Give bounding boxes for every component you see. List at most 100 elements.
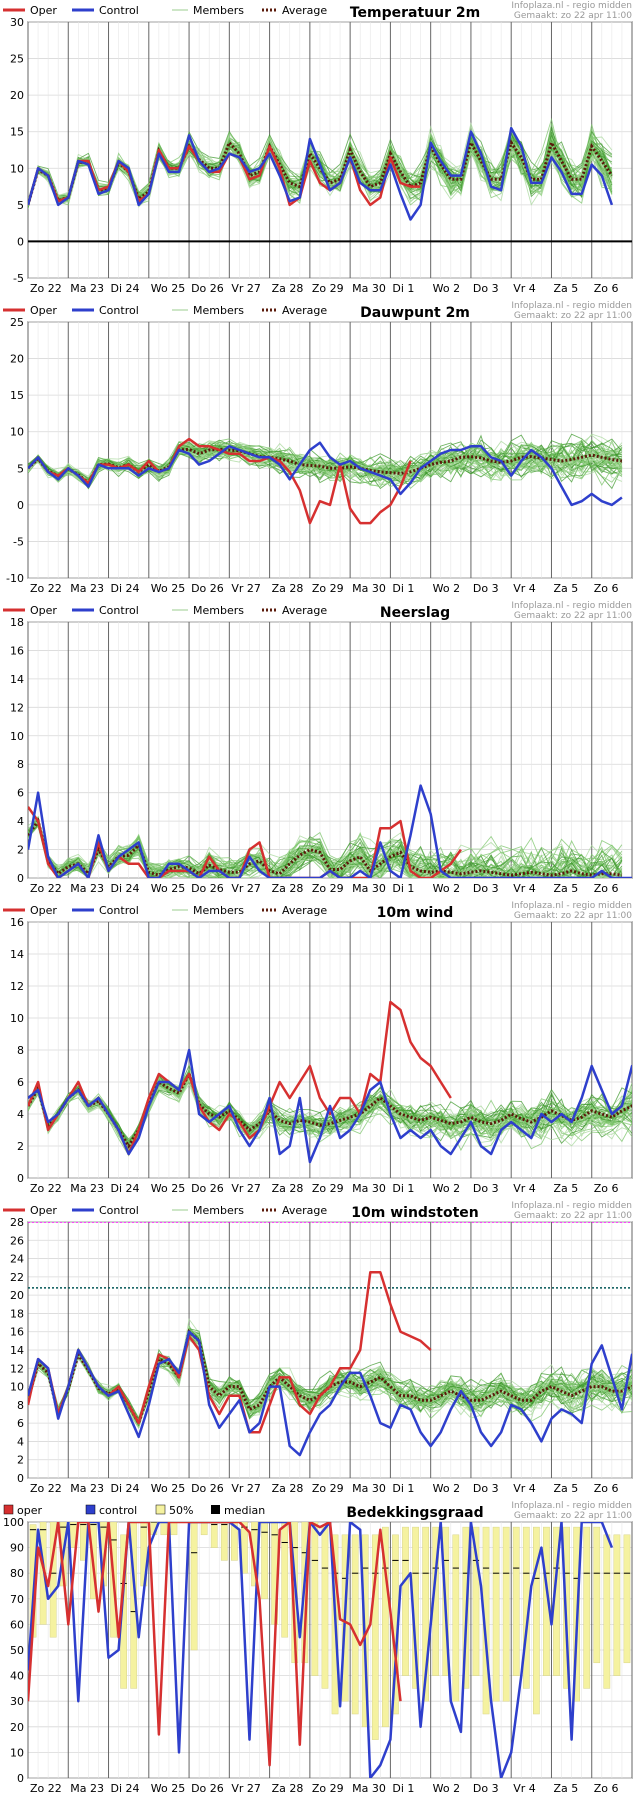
x-tick-label: Za 28 [272,1482,304,1495]
band-bar [281,1522,289,1638]
panel-title: 10m windstoten [351,1205,478,1221]
y-tick-label: 0 [17,235,24,248]
x-tick-label: Zo 6 [594,282,619,295]
plot-layer [28,1222,632,1457]
y-tick-label: 16 [10,916,24,929]
member-line [28,1072,632,1144]
x-tick-label: Zo 22 [30,1782,62,1795]
x-tick-label: Do 26 [191,582,224,595]
legend-label-oper: Oper [30,304,57,317]
x-tick-label: Wo 2 [433,1782,460,1795]
y-tick-label: 10 [10,730,24,743]
band-bar [371,1534,379,1740]
panel-title: Neerslag [380,605,450,621]
x-tick-label: Ma 23 [70,882,104,895]
y-tick-label: 20 [10,89,24,102]
x-tick-label: Ma 30 [352,1182,386,1195]
source-label: Infoplaza.nl - regio midden [511,1201,632,1211]
band-bar [261,1522,268,1600]
panel-4: 0 2 4 6 8 10 12 14 16 Zo 22 Ma 23 Di 24 Wo 25 Do 26 Vr… [3,901,633,1195]
band-bar [512,1526,520,1676]
x-tick-label: Wo 2 [433,1482,460,1495]
panel-2: -10 -5 0 5 10 15 20 25 Zo 22 Ma 23 Di 24 Wo 25 Do 26… [3,301,633,595]
x-tick-label: Di 24 [111,282,140,295]
band-bar [502,1526,510,1702]
y-tick-label: 5 [17,199,24,212]
legend-label-band: 50% [169,1504,193,1517]
plot-layer [28,1522,631,1778]
band-bar [452,1534,460,1702]
legend-label-average: Average [282,304,327,317]
legend-label-oper: Oper [30,904,57,917]
x-tick-label: Wo 25 [151,582,185,595]
panel-title: Dauwpunt 2m [360,305,470,321]
y-tick-label: 5 [17,462,24,475]
x-tick-label: Di 1 [392,1182,414,1195]
x-tick-label: Zo 29 [312,1782,344,1795]
series-oper [28,806,462,878]
y-tick-label: 25 [10,316,24,329]
y-tick-label: -5 [13,272,24,285]
x-tick-label: Zo 6 [594,1782,619,1795]
series-control [28,126,614,221]
band-bar [613,1534,621,1676]
plot-layer [28,784,632,878]
y-tick-label: 2 [17,1454,24,1467]
legend-label-median: median [224,1504,265,1517]
y-tick-label: 20 [10,1721,24,1734]
x-tick-label: Vr 4 [513,1782,536,1795]
source-label: Infoplaza.nl - regio midden [511,301,632,311]
x-tick-label: Ma 30 [352,582,386,595]
x-tick-label: Do 3 [473,1182,499,1195]
legend-label-members: Members [193,904,244,917]
y-tick-label: 70 [10,1593,24,1606]
x-tick-label: Zo 22 [30,1482,62,1495]
series-oper [28,1522,402,1767]
panel-1: -5 0 5 10 15 20 25 30 Zo 22 Ma 23 Di 24 Wo 25 Do 26 V… [3,1,633,295]
x-tick-label: Do 26 [191,282,224,295]
legend-label-control: Control [99,1204,139,1217]
x-tick-label: Zo 22 [30,582,62,595]
plot-layer [28,1000,632,1164]
x-tick-label: Za 28 [272,882,304,895]
y-tick-label: 2 [17,1140,24,1153]
x-tick-label: Vr 27 [231,282,261,295]
x-tick-label: Wo 2 [433,282,460,295]
x-tick-label: Za 5 [553,882,578,895]
x-tick-label: Za 28 [272,1782,304,1795]
legend: Oper Control Members Average [3,1204,327,1217]
legend-label-members: Members [193,4,244,17]
band-bar [321,1526,329,1689]
x-tick-label: Vr 27 [231,1482,261,1495]
legend-label-members: Members [193,304,244,317]
legend-label-oper: Oper [30,1204,57,1217]
series-control [28,784,632,878]
x-tick-label: Wo 2 [433,1182,460,1195]
x-tick-label: Wo 25 [151,282,185,295]
legend: Oper Control Members Average [3,604,327,617]
x-tick-label: Zo 22 [30,882,62,895]
legend: Oper Control Members Average [3,904,327,917]
members [28,433,623,490]
y-tick-label: 16 [10,1326,24,1339]
x-tick-label: Do 26 [191,882,224,895]
y-tick-label: 40 [10,1670,24,1683]
y-tick-label: 10 [10,1746,24,1759]
panel-3: 0 2 4 6 8 10 12 14 16 18 Zo 22 Ma 23 Di 24 Wo 25 Do 26… [3,601,633,895]
band-bar [39,1522,47,1625]
y-tick-label: 18 [10,1307,24,1320]
band-bar [623,1534,631,1664]
member-line [28,1328,632,1420]
y-tick-label: 8 [17,758,24,771]
legend-label-average: Average [282,904,327,917]
y-tick-label: 10 [10,1012,24,1025]
x-tick-label: Di 24 [111,1782,140,1795]
x-tick-label: Za 5 [553,1182,578,1195]
x-tick-label: Zo 22 [30,282,62,295]
legend-swatch-oper [3,1504,14,1515]
x-tick-label: Do 26 [191,1782,224,1795]
made-label: Gemaakt: zo 22 apr 11:00 [514,311,632,321]
source-label: Infoplaza.nl - regio midden [511,901,632,911]
legend: Oper Control Members Average [3,4,327,17]
band-bar [593,1526,601,1664]
